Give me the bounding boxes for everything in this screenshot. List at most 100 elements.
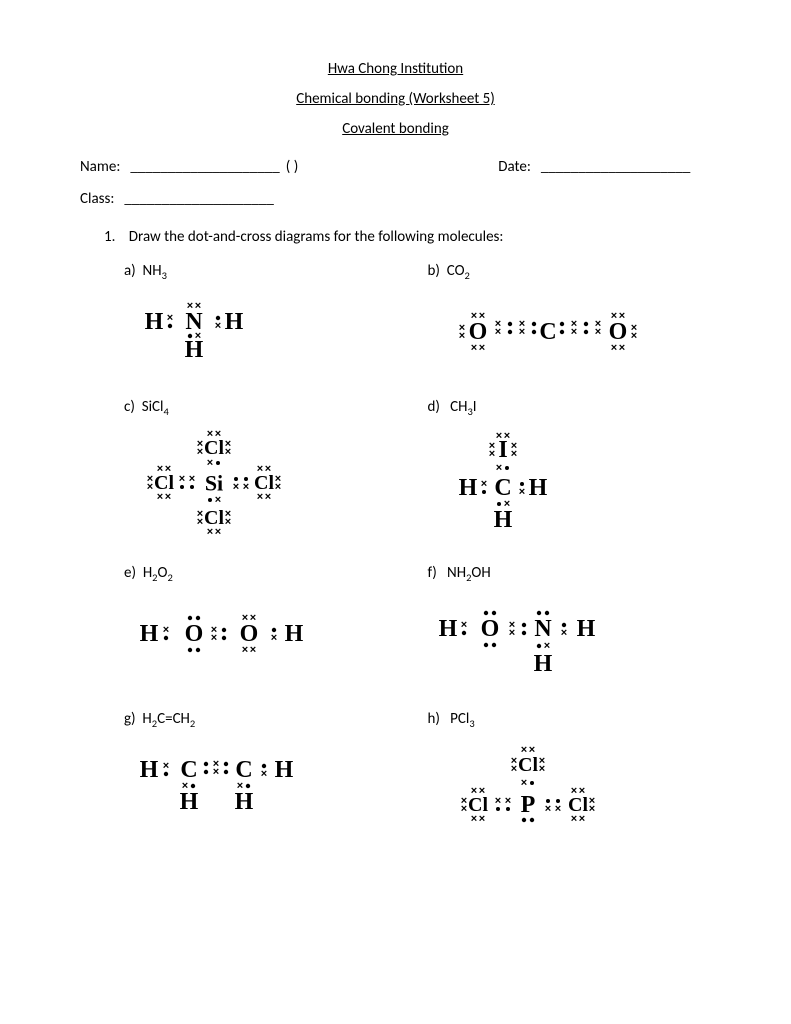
diagram-co2: O C O ×× ×× ×× ×× ×× ×× ×× ×× ×× [428,292,712,372]
worksheet-subtitle: Covalent bonding [80,120,711,138]
diagram-c2h4: H C C H H H × ×× × × × [124,740,408,830]
svg-text:×: × [618,310,624,322]
svg-text:×: × [503,430,509,442]
diagram-nh3: H N H H ×× × × × [124,292,408,372]
svg-text:×: × [478,813,484,825]
svg-text:×: × [195,330,201,342]
svg-text:×: × [195,300,201,312]
svg-text:×: × [518,326,524,338]
svg-text:×: × [242,644,248,656]
svg-text:×: × [165,463,171,475]
svg-text:×: × [510,448,516,460]
svg-text:×: × [478,310,484,322]
svg-text:×: × [494,326,500,338]
part-c: c) SiCl4 Si Cl Cl Cl Cl ×× ×× ×× × ×× ××… [124,398,408,556]
svg-text:×: × [494,795,500,807]
part-e-label: e) H2O2 [124,564,408,584]
svg-text:×: × [570,785,576,797]
svg-text:×: × [182,780,188,792]
svg-text:H: H [235,789,254,815]
svg-text:×: × [275,481,281,493]
svg-text:×: × [211,632,217,644]
paren: ( ) [286,158,299,176]
svg-text:×: × [197,516,203,528]
svg-text:H: H [438,616,457,642]
svg-text:×: × [560,627,566,639]
svg-text:×: × [215,320,221,332]
svg-text:H: H [225,309,244,335]
svg-text:H: H [528,475,547,501]
svg-text:×: × [488,448,494,460]
part-a: a) NH3 H N H H ×× × × × [124,262,408,390]
svg-text:×: × [165,491,171,503]
svg-text:×: × [215,494,221,506]
class-row: Class: ____________________ [80,190,711,208]
svg-text:Si: Si [205,471,223,496]
svg-text:×: × [225,446,231,458]
svg-text:×: × [495,462,501,474]
svg-text:×: × [265,491,271,503]
svg-text:×: × [570,813,576,825]
part-e: e) H2O2 H O O H × ×× ×× ×× × [124,564,408,702]
name-row: Name: ____________________ ( ) Date: ___… [80,158,711,176]
svg-text:×: × [157,491,163,503]
svg-text:×: × [207,428,213,440]
document-header: Hwa Chong Institution Chemical bonding (… [80,60,711,138]
svg-text:×: × [470,310,476,322]
svg-text:×: × [570,326,576,338]
svg-text:×: × [495,430,501,442]
svg-text:×: × [538,763,544,775]
svg-text:×: × [157,463,163,475]
svg-text:H: H [533,651,552,677]
part-h-label: h) PCl3 [428,710,712,730]
svg-text:×: × [197,446,203,458]
svg-text:H: H [140,757,159,783]
svg-text:×: × [504,795,510,807]
svg-text:×: × [257,491,263,503]
svg-text:H: H [493,507,512,533]
worksheet-title: Chemical bonding (Worksheet 5) [80,90,711,108]
svg-text:×: × [470,785,476,797]
svg-text:H: H [285,621,304,647]
svg-text:×: × [480,478,486,490]
diagram-h2o2: H O O H × ×× ×× ×× × [124,594,408,674]
svg-text:×: × [233,481,239,493]
svg-text:×: × [187,300,193,312]
svg-text:×: × [147,481,153,493]
svg-text:O: O [480,616,499,642]
svg-text:×: × [544,803,550,815]
svg-text:×: × [618,342,624,354]
svg-text:H: H [458,475,477,501]
svg-text:×: × [518,486,524,498]
date-label: Date: [498,158,531,176]
svg-text:×: × [242,612,248,624]
svg-text:×: × [520,777,526,789]
svg-text:×: × [554,803,560,815]
svg-text:×: × [215,526,221,538]
date-blank[interactable]: ____________________ [541,158,690,176]
svg-text:×: × [213,766,219,778]
svg-text:H: H [576,616,595,642]
svg-text:×: × [578,785,584,797]
part-a-label: a) NH3 [124,262,408,282]
svg-text:P: P [520,792,535,818]
svg-text:×: × [588,803,594,815]
svg-text:×: × [470,342,476,354]
svg-text:H: H [140,621,159,647]
svg-text:O: O [185,621,204,647]
svg-text:×: × [261,768,267,780]
svg-text:Cl: Cl [204,437,224,459]
part-d-label: d) CH3I [428,398,712,418]
class-blank[interactable]: ____________________ [124,190,273,208]
diagram-sicl4: Si Cl Cl Cl Cl ×× ×× ×× × ×× ×× ×× × ×× … [124,428,408,538]
name-blank[interactable]: ____________________ [130,158,279,176]
svg-text:×: × [225,516,231,528]
svg-text:×: × [460,803,466,815]
part-b: b) CO2 O C O ×× ×× ×× ×× ×× ×× ×× [428,262,712,390]
svg-text:×: × [630,330,636,342]
svg-text:×: × [478,342,484,354]
svg-text:H: H [275,757,294,783]
svg-text:×: × [167,312,173,324]
svg-text:×: × [189,473,195,485]
svg-text:×: × [610,342,616,354]
